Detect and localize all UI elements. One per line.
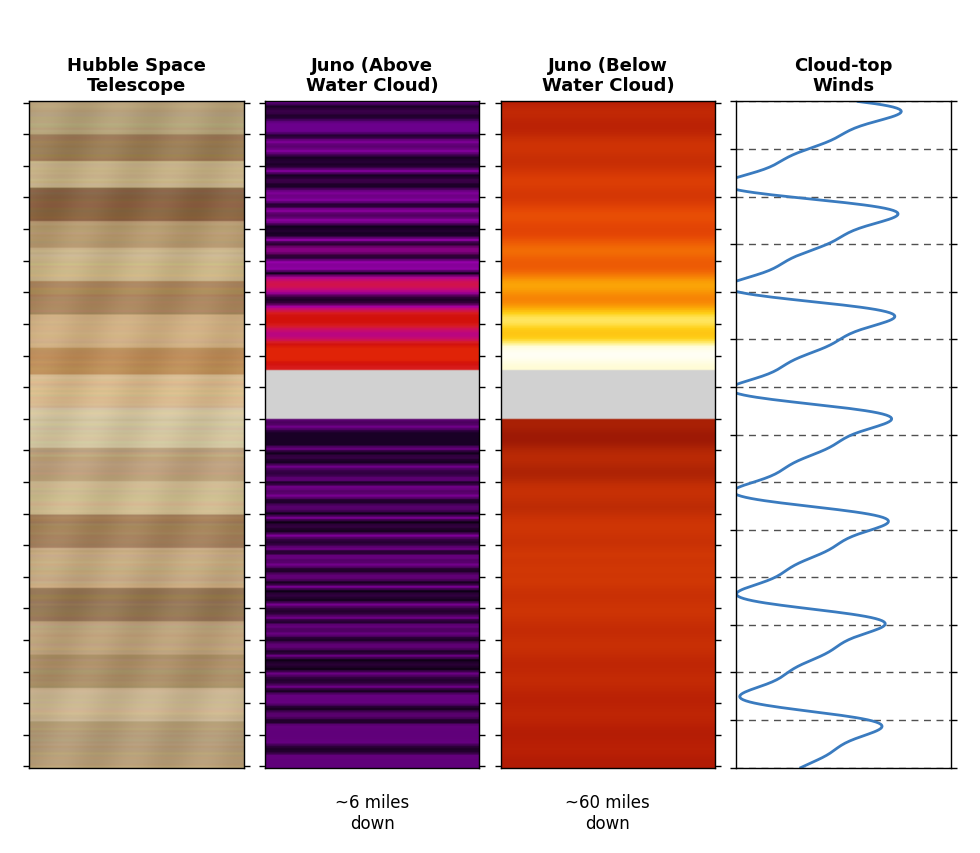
Title: Hubble Space
Telescope: Hubble Space Telescope: [67, 56, 206, 96]
Title: Juno (Below
Water Cloud): Juno (Below Water Cloud): [542, 56, 674, 96]
Title: Cloud-top
Winds: Cloud-top Winds: [795, 56, 893, 96]
Text: ~60 miles
down: ~60 miles down: [565, 793, 650, 832]
Title: Juno (Above
Water Cloud): Juno (Above Water Cloud): [306, 56, 438, 96]
Text: ~6 miles
down: ~6 miles down: [335, 793, 410, 832]
